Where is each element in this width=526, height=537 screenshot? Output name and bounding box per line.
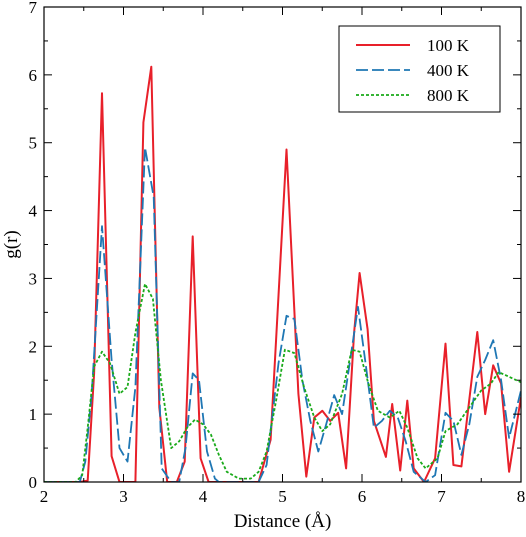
y-tick-label: 1 [29, 405, 38, 424]
y-axis-title: g(r) [1, 230, 22, 258]
y-tick-label: 3 [29, 269, 38, 288]
y-tick-label: 0 [29, 473, 38, 492]
x-tick-label: 4 [199, 487, 208, 506]
legend-box [338, 25, 501, 113]
x-axis: 2 3 4 5 6 7 8 [40, 7, 526, 506]
series-layer [44, 65, 521, 482]
x-tick-label: 3 [119, 487, 128, 506]
y-tick-label: 6 [29, 66, 38, 85]
y-tick-label: 5 [29, 134, 38, 153]
x-tick-label: 5 [278, 487, 287, 506]
y-tick-label: 2 [29, 337, 38, 356]
legend-label: 800 K [427, 86, 470, 105]
legend-label: 400 K [427, 61, 470, 80]
x-tick-label: 8 [517, 487, 526, 506]
series-line-100-k [44, 65, 521, 482]
y-axis: 0 1 2 3 4 5 6 7 [29, 0, 521, 492]
y-tick-label: 4 [29, 202, 38, 221]
y-tick-label: 7 [29, 0, 38, 17]
series-line-400-k [44, 146, 521, 482]
legend: 100 K 400 K 800 K [338, 25, 501, 113]
legend-label: 100 K [427, 36, 470, 55]
series-line-800-k [44, 283, 521, 482]
x-axis-title: Distance (Å) [234, 511, 332, 532]
x-tick-label: 6 [358, 487, 367, 506]
x-tick-label: 7 [437, 487, 446, 506]
x-tick-label: 2 [40, 487, 49, 506]
